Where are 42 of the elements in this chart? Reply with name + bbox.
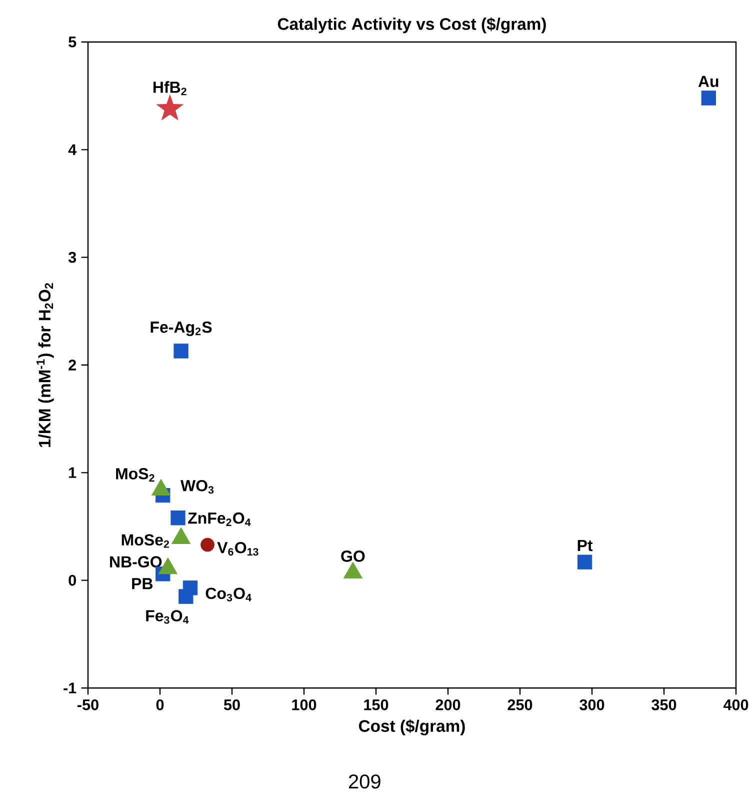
y-tick-label: 4 (68, 144, 77, 155)
annotation: PB (132, 578, 153, 590)
x-tick-label: -50 (78, 699, 98, 710)
point (577, 554, 592, 570)
annotation: NB-GO (110, 556, 162, 568)
x-tick-label: 50 (224, 699, 240, 710)
annotation: Pt (578, 540, 593, 552)
y-tick-label: 0 (68, 574, 76, 586)
x-tick-label: 250 (508, 699, 532, 710)
y-tick-label: 5 (68, 36, 76, 48)
y-tick-label: 1 (69, 467, 76, 478)
point (178, 589, 194, 604)
x-tick-label: 100 (292, 699, 316, 710)
x-tick-label: 350 (652, 699, 676, 710)
y-tick-label: -1 (64, 682, 76, 694)
x-axis-title: Cost ($/gram) (358, 719, 465, 736)
point (156, 94, 184, 121)
annotation: ZnFe$_{2}$O$_{4}$ (188, 512, 251, 526)
annotation: HfB$_{2}$ (153, 81, 186, 96)
y-tick-label: 3 (68, 252, 76, 263)
point (200, 538, 214, 552)
chart-title: Catalytic Activity vs Cost ($/gram) (278, 17, 546, 34)
y-axis-title: 1/KM (mM$^{-1}$) for H$_{2}$O$_{2}$ (36, 283, 54, 447)
point (701, 90, 716, 106)
x-tick-label: 300 (580, 699, 604, 710)
annotation: V$_{6}$O$_{13}$ (217, 542, 258, 556)
annotation: GO (341, 550, 365, 562)
annotation: Fe-Ag$_{2}$S (150, 322, 212, 336)
text: 209 (348, 774, 380, 789)
y-tick-label: 2 (68, 360, 76, 370)
x-tick-label: 150 (364, 699, 388, 710)
annotation: MoS$_{2}$ (116, 468, 154, 482)
annotation: MoSe$_{2}$ (122, 534, 169, 548)
annotation: WO$_{3}$ (180, 480, 214, 494)
point (170, 510, 186, 526)
x-tick-label: 400 (723, 699, 748, 710)
annotation: Fe$_{3}$O$_{4}$ (146, 610, 189, 624)
annotation: Au (698, 76, 718, 88)
x-tick-label: 0 (156, 699, 164, 710)
x-tick-label: 200 (436, 699, 460, 710)
point (174, 344, 188, 358)
annotation: Co$_{3}$O$_{4}$ (206, 588, 252, 602)
